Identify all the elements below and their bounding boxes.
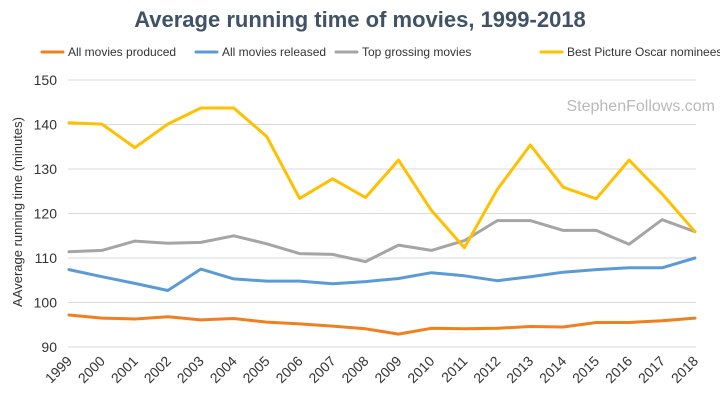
x-tick-label: 2010 bbox=[404, 353, 437, 386]
watermark: StephenFollows.com bbox=[566, 98, 715, 115]
x-tick-label: 1999 bbox=[42, 353, 75, 386]
y-tick-label: 120 bbox=[34, 206, 58, 222]
x-tick-label: 2003 bbox=[174, 353, 207, 386]
legend-label: All movies produced bbox=[68, 45, 176, 59]
y-tick-label: 90 bbox=[41, 339, 57, 355]
y-tick-label: 110 bbox=[35, 250, 58, 266]
x-tick-label: 2002 bbox=[141, 353, 174, 386]
y-tick-label: 140 bbox=[34, 117, 58, 133]
y-tick-label: 100 bbox=[34, 295, 58, 311]
x-tick-label: 2012 bbox=[470, 353, 503, 386]
x-tick-label: 2016 bbox=[602, 353, 635, 386]
x-tick-label: 2013 bbox=[503, 353, 536, 386]
x-tick-label: 2009 bbox=[371, 353, 404, 386]
chart-title: Average running time of movies, 1999-201… bbox=[134, 7, 586, 32]
x-tick-label: 2007 bbox=[305, 353, 338, 386]
y-tick-label: 150 bbox=[34, 72, 58, 88]
series-line-4 bbox=[67, 106, 697, 250]
x-tick-label: 2004 bbox=[207, 353, 240, 386]
legend: All movies produced All movies released To… bbox=[40, 45, 720, 59]
x-tick-label: 2005 bbox=[239, 353, 272, 386]
series-line-1 bbox=[67, 313, 697, 336]
series-line-3 bbox=[67, 218, 697, 264]
x-tick-label: 2001 bbox=[108, 353, 141, 386]
x-tick-label: 2015 bbox=[569, 353, 602, 386]
x-tick-label: 2006 bbox=[272, 353, 305, 386]
y-axis-label: AAverage running time (minutes) bbox=[10, 117, 25, 307]
series-lines bbox=[67, 106, 697, 336]
y-axis-ticks: 90 100 110 120 130 140 150 bbox=[34, 72, 58, 355]
x-tick-label: 2017 bbox=[635, 353, 668, 386]
x-axis-ticks: 1999 2000 2001 2002 2003 2004 2005 2006 2007 2008… bbox=[42, 353, 701, 386]
x-tick-label: 2011 bbox=[438, 353, 471, 386]
x-tick-label: 2014 bbox=[536, 353, 569, 386]
legend-label: Top grossing movies bbox=[362, 45, 471, 59]
gridlines bbox=[68, 79, 696, 348]
y-tick-label: 130 bbox=[34, 161, 58, 177]
legend-label: All movies released bbox=[222, 45, 326, 59]
series-line-2 bbox=[67, 256, 697, 292]
x-tick-label: 2008 bbox=[338, 353, 371, 386]
legend-label: Best Picture Oscar nominees bbox=[567, 45, 720, 59]
x-tick-label: 2018 bbox=[668, 353, 701, 386]
x-tick-label: 2000 bbox=[75, 353, 108, 386]
